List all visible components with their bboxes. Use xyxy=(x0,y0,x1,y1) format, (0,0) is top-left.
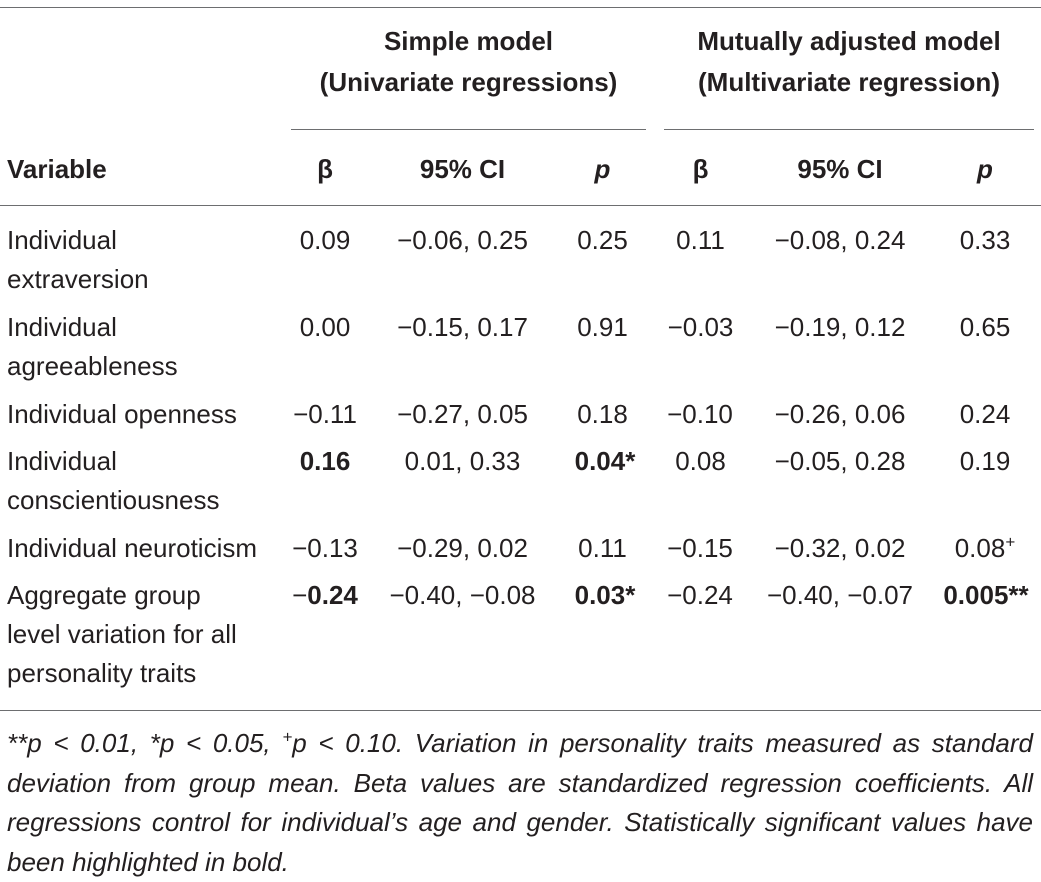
cell-ci-simple: −0.40, −0.08 xyxy=(389,580,536,610)
cell-beta-adjusted: −0.03 xyxy=(667,312,734,342)
cell-ci-adjusted: −0.05, 0.28 xyxy=(774,446,906,476)
cell-ci-simple: −0.29, 0.02 xyxy=(397,533,528,563)
column-header-ci-adjusted: 95% CI xyxy=(797,154,883,184)
adjusted-model-title: Mutually adjusted model (Multivariate re… xyxy=(664,21,1034,103)
cell-p-simple: 0.11 xyxy=(578,533,627,563)
row-variable-label: Individual conscientiousness xyxy=(7,442,219,520)
cell-beta-simple: 0.09 xyxy=(299,225,351,255)
bottom-rule xyxy=(0,710,1041,711)
table-footnote: **p < 0.01, *p < 0.05, +p < 0.10. Variat… xyxy=(7,724,1033,882)
cell-beta-adjusted: 0.08 xyxy=(675,446,726,476)
cell-ci-adjusted: −0.08, 0.24 xyxy=(774,225,906,255)
cell-p-adjusted: 0.24 xyxy=(959,399,1011,429)
plus-marker: + xyxy=(1005,532,1016,552)
footnote-plus-marker: + xyxy=(282,727,293,747)
cell-ci-adjusted: −0.40, −0.07 xyxy=(766,580,914,610)
cell-beta-simple: −0.24 xyxy=(283,576,367,615)
row-variable-line: level variation for all xyxy=(7,619,237,649)
row-variable-label: Individual neuroticism xyxy=(7,529,257,568)
header-rule xyxy=(0,205,1041,206)
row-variable-line: conscientiousness xyxy=(7,485,220,515)
adjusted-model-underline xyxy=(664,129,1034,130)
beta-value: 0.24 xyxy=(307,580,358,610)
cell-p-adjusted: 0.19 xyxy=(959,446,1011,476)
row-variable-line: extraversion xyxy=(7,264,149,294)
cell-p-simple: 0.25 xyxy=(577,225,628,255)
cell-beta-adjusted: −0.24 xyxy=(667,580,733,610)
cell-beta-simple: −0.11 xyxy=(293,399,357,429)
simple-model-title-line1: Simple model xyxy=(383,26,554,56)
row-variable-label: Aggregate group level variation for all … xyxy=(7,576,237,693)
footnote-part1: **p < 0.01, *p < 0.05, xyxy=(7,728,283,758)
cell-ci-simple: −0.27, 0.05 xyxy=(397,399,528,429)
cell-p-simple: 0.91 xyxy=(577,312,628,342)
simple-model-title: Simple model (Univariate regressions) xyxy=(291,21,646,103)
row-variable-line: Individual neuroticism xyxy=(7,533,258,563)
cell-p-adjusted: 0.08+ xyxy=(940,529,1030,568)
adjusted-model-title-line1: Mutually adjusted model xyxy=(697,26,1001,56)
cell-beta-simple: −0.13 xyxy=(292,533,358,563)
cell-ci-adjusted: −0.19, 0.12 xyxy=(774,312,906,342)
cell-p-simple: 0.03* xyxy=(574,580,636,610)
row-variable-line: Individual xyxy=(7,312,117,342)
cell-p-adjusted: 0.005** xyxy=(943,580,1029,610)
cell-ci-simple: −0.15, 0.17 xyxy=(397,312,528,342)
row-variable-label: Individual extraversion xyxy=(7,221,149,299)
cell-beta-adjusted: −0.15 xyxy=(667,533,733,563)
cell-beta-simple: 0.00 xyxy=(299,312,351,342)
column-header-variable: Variable xyxy=(7,154,107,184)
row-variable-line: agreeableness xyxy=(7,351,178,381)
cell-ci-simple: 0.01, 0.33 xyxy=(404,446,521,476)
column-header-beta-adjusted: β xyxy=(692,154,709,184)
column-header-beta-simple: β xyxy=(317,154,333,184)
cell-p-simple: 0.04* xyxy=(574,446,636,476)
simple-model-title-line2: (Univariate regressions) xyxy=(319,67,618,97)
row-variable-line: Individual xyxy=(7,446,117,476)
beta-sign: − xyxy=(292,580,308,610)
cell-ci-adjusted: −0.26, 0.06 xyxy=(774,399,906,429)
adjusted-model-title-line2: (Multivariate regression) xyxy=(698,67,1000,97)
cell-p-simple: 0.18 xyxy=(577,399,628,429)
row-variable-line: Individual openness xyxy=(7,399,237,429)
row-variable-line: personality traits xyxy=(7,658,197,688)
cell-beta-simple: 0.16 xyxy=(299,446,351,476)
row-variable-label: Individual openness xyxy=(7,395,237,434)
column-header-p-adjusted: p xyxy=(977,154,993,184)
row-variable-line: Individual xyxy=(7,225,117,255)
column-header-p-simple: p xyxy=(594,154,611,184)
footnote-part2: p < 0.10. Variation in personality trait… xyxy=(7,728,1033,877)
simple-model-underline xyxy=(291,129,646,130)
cell-p-adjusted: 0.65 xyxy=(959,312,1011,342)
row-variable-line: Aggregate group xyxy=(7,580,201,610)
cell-p-adjusted: 0.33 xyxy=(959,225,1011,255)
cell-ci-simple: −0.06, 0.25 xyxy=(397,225,528,255)
cell-ci-adjusted: −0.32, 0.02 xyxy=(774,533,906,563)
p-value: 0.08 xyxy=(954,533,1006,563)
row-variable-label: Individual agreeableness xyxy=(7,308,178,386)
cell-beta-adjusted: −0.10 xyxy=(667,399,733,429)
column-header-ci-simple: 95% CI xyxy=(419,154,506,184)
cell-beta-adjusted: 0.11 xyxy=(676,225,725,255)
top-rule xyxy=(0,7,1041,8)
